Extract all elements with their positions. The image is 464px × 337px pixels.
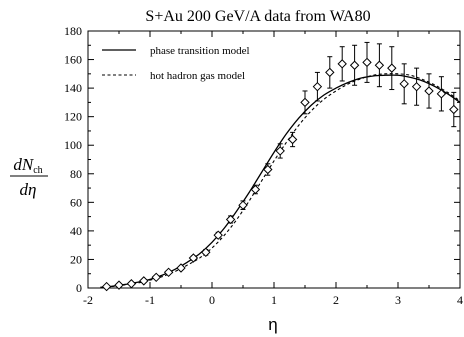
data-point-diamond — [263, 164, 273, 175]
data-point-diamond — [275, 146, 285, 156]
data-point-diamond — [238, 200, 248, 210]
data-point-diamond — [114, 280, 124, 290]
y-tick-label: 80 — [70, 167, 82, 181]
data-point-diamond — [139, 276, 149, 286]
x-tick-label: 0 — [209, 293, 215, 307]
data-point-diamond — [387, 63, 397, 73]
y-label-denominator: dη — [20, 180, 37, 199]
svg-text:dNch: dNch — [13, 155, 42, 176]
data-point-diamond — [424, 86, 434, 96]
data-point-diamond — [250, 184, 261, 195]
data-point-diamond — [449, 104, 459, 115]
phase-transition-curve — [100, 74, 461, 288]
y-axis-label: dNch dη — [10, 155, 48, 199]
y-tick-label: 160 — [64, 53, 82, 67]
y-tick-label: 180 — [64, 24, 82, 38]
x-axis-ticks: -2 -1 0 1 2 3 4 — [83, 31, 463, 307]
data-point-diamond — [287, 134, 298, 145]
x-axis-label: η — [268, 315, 277, 334]
x-tick-label: 3 — [395, 293, 401, 307]
legend: phase transition model hot hadron gas mo… — [102, 45, 250, 82]
data-point-diamond — [213, 230, 223, 240]
data-point-diamond — [163, 267, 174, 278]
x-tick-label: 2 — [333, 293, 339, 307]
y-tick-label: 20 — [70, 252, 82, 266]
data-point-diamond — [411, 81, 422, 92]
legend-label-phase-transition: phase transition model — [150, 45, 250, 57]
wa80-data-points — [101, 41, 459, 292]
y-axis-ticks: 0 20 40 60 80 100 120 140 160 180 — [64, 24, 460, 295]
y-tick-label: 0 — [76, 281, 82, 295]
chart-title: S+Au 200 GeV/A data from WA80 — [145, 8, 370, 25]
y-tick-label: 120 — [64, 110, 82, 124]
x-tick-label: -1 — [145, 293, 155, 307]
data-point-diamond — [349, 60, 360, 70]
x-tick-label: 1 — [271, 293, 277, 307]
data-point-diamond — [126, 279, 137, 289]
y-tick-label: 140 — [64, 81, 82, 95]
data-point-diamond — [374, 60, 385, 70]
data-point-diamond — [101, 281, 112, 292]
data-point-diamond — [436, 89, 447, 99]
data-point-diamond — [399, 79, 409, 89]
data-point-diamond — [300, 97, 310, 108]
data-point-diamond — [325, 67, 335, 78]
y-tick-label: 40 — [70, 224, 82, 238]
data-point-diamond — [362, 57, 372, 68]
data-point-diamond — [225, 214, 236, 225]
data-point-diamond — [188, 253, 199, 263]
data-point-diamond — [151, 272, 161, 282]
data-point-diamond — [176, 263, 186, 273]
y-tick-label: 100 — [64, 138, 82, 152]
y-label-d: d — [13, 155, 22, 174]
data-point-diamond — [201, 247, 211, 258]
y-label-sub: ch — [33, 165, 42, 176]
legend-label-hadron-gas: hot hadron gas model — [150, 70, 245, 82]
data-point-diamond — [337, 59, 347, 69]
x-tick-label: -2 — [83, 293, 93, 307]
y-label-N: N — [21, 155, 35, 174]
y-tick-label: 60 — [70, 195, 82, 209]
hot-hadron-gas-curve — [100, 73, 461, 288]
x-tick-label: 4 — [457, 293, 463, 307]
data-point-diamond — [312, 81, 323, 92]
